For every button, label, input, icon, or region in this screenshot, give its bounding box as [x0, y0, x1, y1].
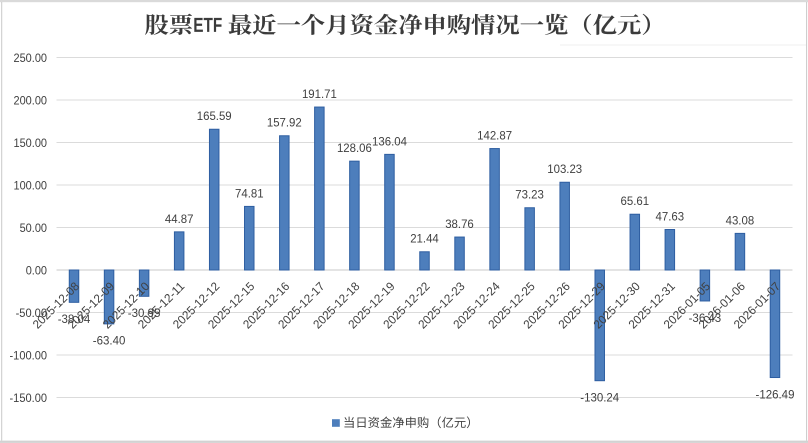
svg-text:157.92: 157.92 [267, 116, 302, 130]
svg-text:191.71: 191.71 [302, 87, 337, 101]
svg-text:250.00: 250.00 [14, 51, 48, 65]
svg-text:103.23: 103.23 [547, 162, 582, 176]
svg-text:100.00: 100.00 [14, 179, 48, 193]
svg-text:-150.00: -150.00 [10, 391, 48, 405]
svg-text:44.87: 44.87 [165, 212, 194, 226]
svg-text:-50.00: -50.00 [16, 306, 48, 320]
svg-text:50.00: 50.00 [20, 221, 48, 235]
svg-text:-130.24: -130.24 [580, 391, 619, 405]
svg-text:165.59: 165.59 [197, 109, 232, 123]
svg-text:-30.95: -30.95 [128, 306, 161, 320]
svg-text:0.00: 0.00 [26, 264, 48, 278]
svg-text:200.00: 200.00 [14, 94, 48, 108]
svg-text:73.23: 73.23 [515, 188, 544, 202]
svg-text:47.63: 47.63 [656, 209, 685, 223]
svg-text:-36.43: -36.43 [689, 311, 722, 325]
svg-text:150.00: 150.00 [14, 136, 48, 150]
svg-text:128.06: 128.06 [337, 141, 372, 155]
svg-text:136.04: 136.04 [372, 134, 407, 148]
svg-text:74.81: 74.81 [235, 186, 264, 200]
svg-text:-38.04: -38.04 [58, 312, 91, 326]
svg-text:142.87: 142.87 [477, 129, 512, 143]
svg-text:38.76: 38.76 [445, 217, 474, 231]
svg-text:-126.49: -126.49 [756, 387, 795, 401]
svg-text:-63.40: -63.40 [93, 334, 126, 348]
svg-text:-100.00: -100.00 [10, 349, 48, 363]
svg-text:65.61: 65.61 [621, 194, 650, 208]
svg-text:43.08: 43.08 [726, 213, 755, 227]
svg-text:21.44: 21.44 [410, 232, 439, 246]
